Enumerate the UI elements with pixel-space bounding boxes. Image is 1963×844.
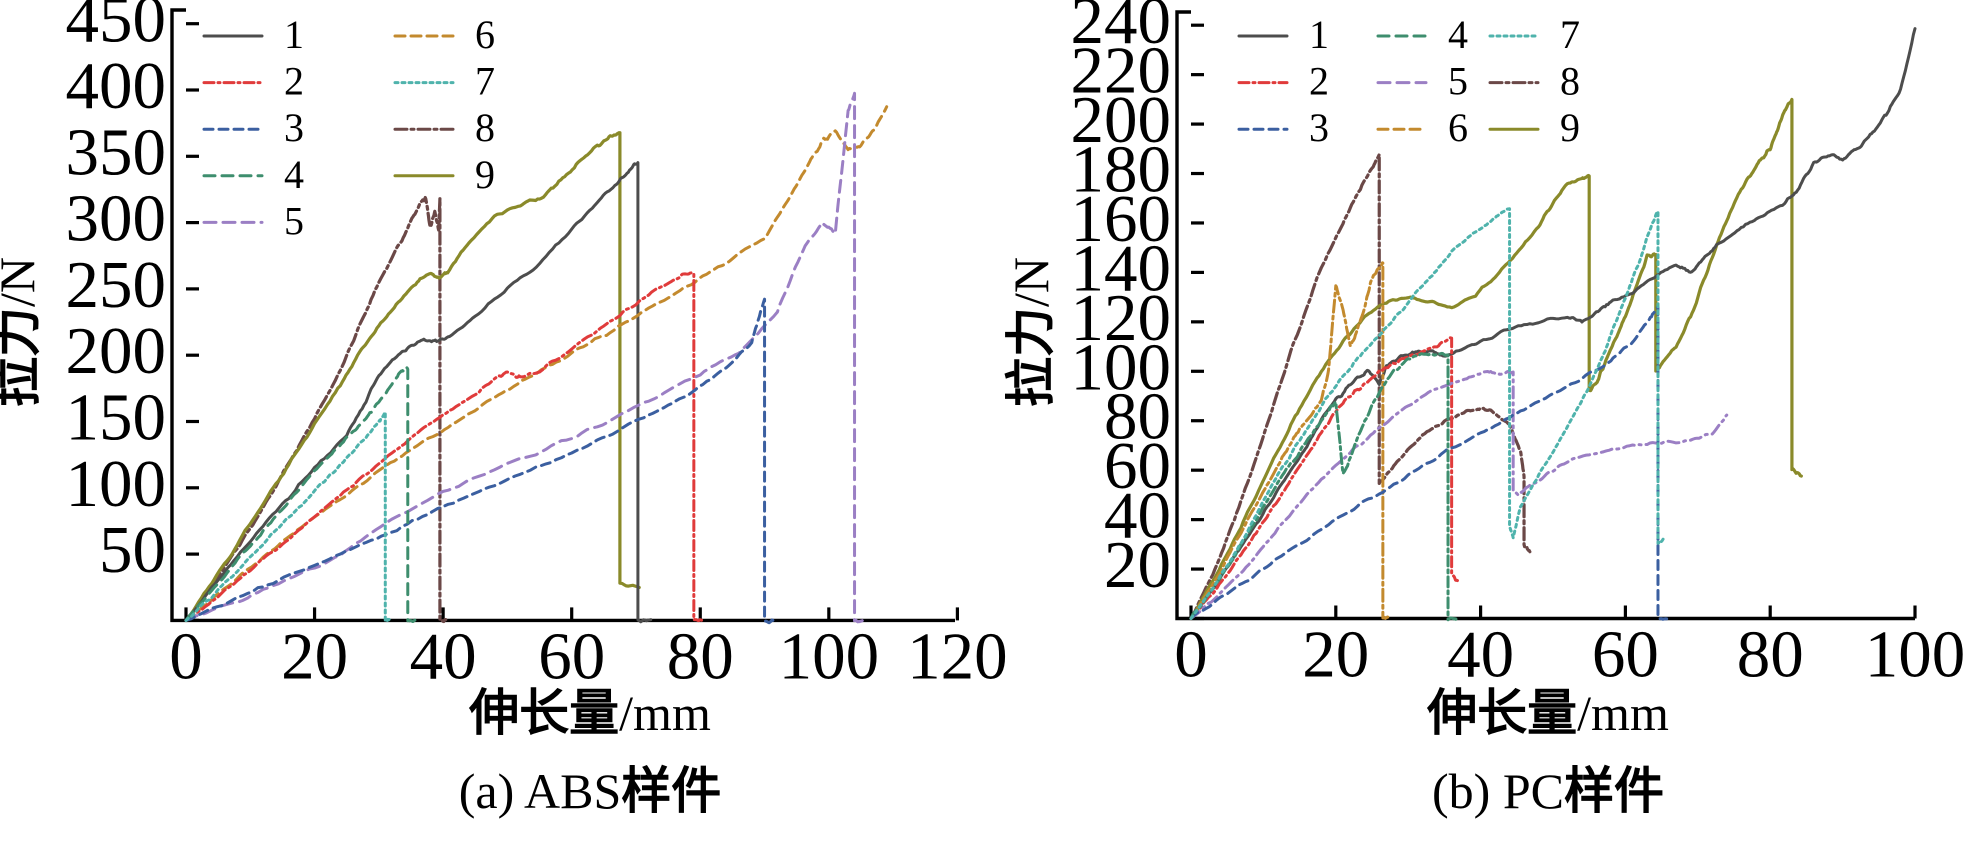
svg-text:350: 350 <box>66 115 167 189</box>
svg-text:240: 240 <box>1071 0 1172 58</box>
svg-text:4: 4 <box>284 152 304 197</box>
svg-text:3: 3 <box>284 105 304 150</box>
svg-text:1: 1 <box>284 12 304 57</box>
svg-text:3: 3 <box>1309 105 1329 150</box>
svg-text:拉力/N: 拉力/N <box>1003 257 1059 407</box>
svg-text:9: 9 <box>1560 105 1580 150</box>
svg-text:(b) PC样件: (b) PC样件 <box>1432 763 1664 819</box>
svg-text:120: 120 <box>907 619 1008 693</box>
svg-text:7: 7 <box>475 59 495 104</box>
svg-text:40: 40 <box>410 619 477 693</box>
svg-text:450: 450 <box>66 0 167 57</box>
svg-text:8: 8 <box>1560 59 1580 104</box>
svg-text:20: 20 <box>1302 618 1369 692</box>
svg-text:9: 9 <box>475 152 495 197</box>
svg-text:1: 1 <box>1309 12 1329 57</box>
svg-text:伸长量/mm: 伸长量/mm <box>1426 685 1669 741</box>
svg-text:6: 6 <box>475 12 495 57</box>
svg-text:100: 100 <box>779 619 880 693</box>
svg-text:400: 400 <box>66 49 167 123</box>
svg-text:200: 200 <box>66 314 167 388</box>
svg-text:2: 2 <box>284 59 304 104</box>
svg-text:60: 60 <box>1592 618 1659 692</box>
svg-text:100: 100 <box>66 447 167 521</box>
svg-text:20: 20 <box>281 619 348 693</box>
svg-text:80: 80 <box>667 619 734 693</box>
svg-text:2: 2 <box>1309 59 1329 104</box>
svg-text:8: 8 <box>475 105 495 150</box>
svg-text:150: 150 <box>66 381 167 455</box>
svg-text:伸长量/mm: 伸长量/mm <box>468 685 711 741</box>
svg-text:7: 7 <box>1560 12 1580 57</box>
svg-text:60: 60 <box>538 619 605 693</box>
svg-text:50: 50 <box>99 513 166 587</box>
svg-text:4: 4 <box>1448 12 1468 57</box>
svg-text:5: 5 <box>1448 59 1468 104</box>
svg-text:40: 40 <box>1447 618 1514 692</box>
svg-text:0: 0 <box>169 619 203 693</box>
svg-text:6: 6 <box>1448 105 1468 150</box>
svg-text:5: 5 <box>284 198 304 243</box>
svg-text:拉力/N: 拉力/N <box>0 257 45 407</box>
svg-text:80: 80 <box>1737 618 1804 692</box>
svg-text:250: 250 <box>66 248 167 322</box>
svg-text:300: 300 <box>66 182 167 256</box>
svg-text:(a) ABS样件: (a) ABS样件 <box>459 763 722 819</box>
svg-text:100: 100 <box>1865 618 1963 692</box>
svg-text:0: 0 <box>1174 618 1208 692</box>
